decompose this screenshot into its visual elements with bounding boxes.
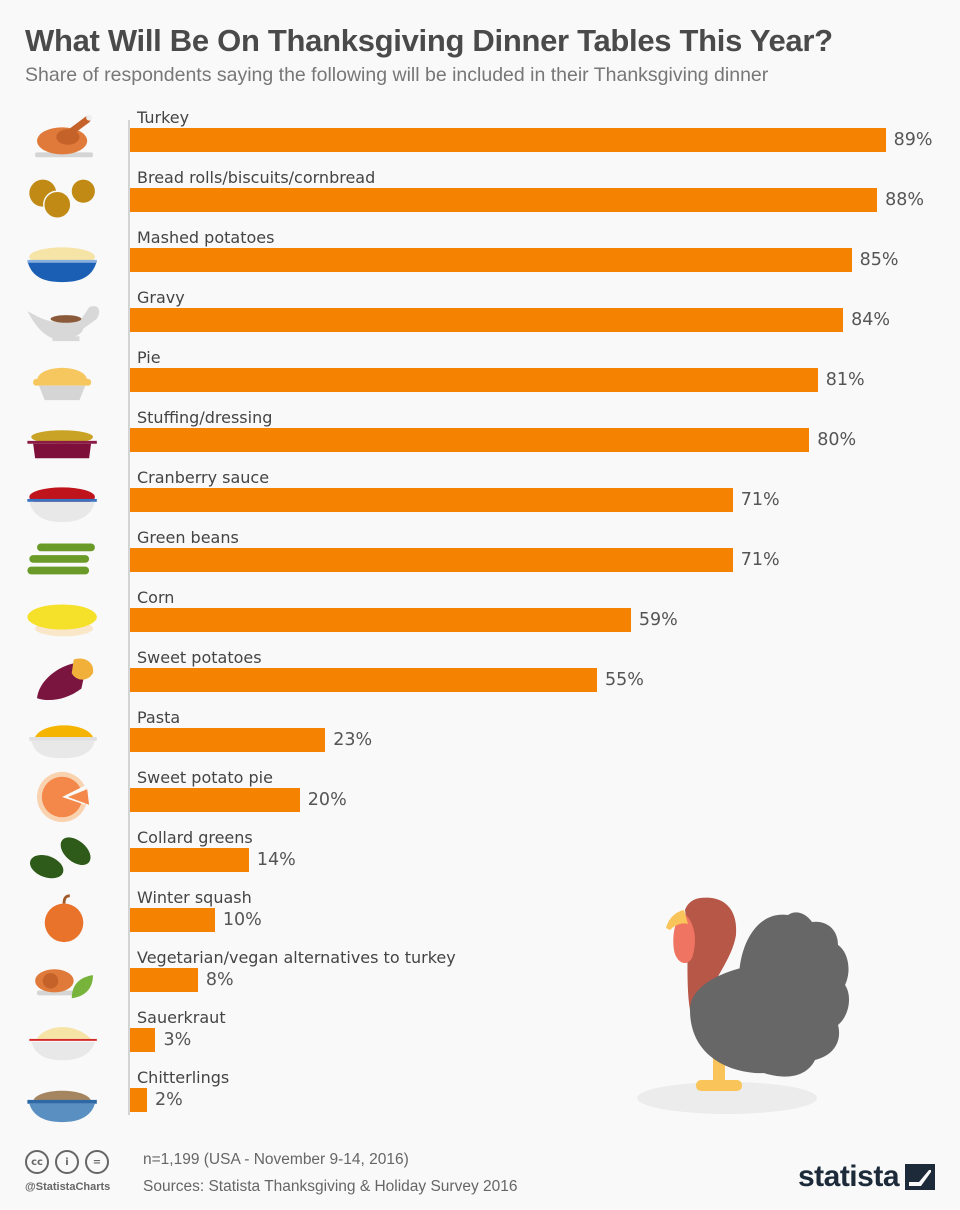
bar-row: Sweet potato pie 20% (0, 768, 960, 828)
bar-value-label: 81% (825, 370, 865, 390)
bar[interactable] (130, 608, 631, 632)
bar-row: Mashed potatoes 85% (0, 228, 960, 288)
bar-label: Sauerkraut (137, 1008, 226, 1027)
bar-row: Gravy 84% (0, 288, 960, 348)
bar-row: Collard greens 14% (0, 828, 960, 888)
bar[interactable] (130, 248, 852, 272)
cc-icon[interactable]: cc (25, 1150, 49, 1174)
bar-label: Sweet potatoes (137, 648, 262, 667)
bar-label: Cranberry sauce (137, 468, 270, 487)
stuffing-dish-icon (27, 430, 97, 459)
bar-row: Pasta 23% (0, 708, 960, 768)
bar-row: Green beans 71% (0, 528, 960, 588)
bar-row: Vegetarian/vegan alternatives to turkey 8… (0, 948, 960, 1008)
bar-value-label: 3% (163, 1030, 192, 1050)
bar[interactable] (130, 308, 844, 332)
turkey-illustration-icon (637, 897, 850, 1114)
bar-label: Pasta (137, 708, 181, 727)
bar[interactable] (130, 728, 326, 752)
bar-row: Chitterlings 2% (0, 1068, 960, 1128)
bar-value-label: 23% (333, 730, 373, 750)
bar-value-label: 2% (154, 1090, 183, 1110)
bar[interactable] (130, 788, 300, 812)
bar[interactable] (130, 368, 818, 392)
attribution-icon[interactable]: i (55, 1150, 79, 1174)
bar-row: Sweet potatoes 55% (0, 648, 960, 708)
bar-row: Winter squash 10% (0, 888, 960, 948)
bar-row: Corn 59% (0, 588, 960, 648)
y-axis-line (128, 120, 130, 1115)
collard-leaves-icon (29, 837, 91, 879)
pasta-bowl-icon (29, 725, 97, 759)
bar[interactable] (130, 848, 249, 872)
bar-row: Pie 81% (0, 348, 960, 408)
bar-row: Turkey 89% (0, 108, 960, 168)
bar-label: Corn (137, 588, 175, 607)
bar-value-label: 80% (817, 430, 857, 450)
mashed-potatoes-bowl-icon (27, 247, 97, 283)
source-note: Sources: Statista Thanksgiving & Holiday… (143, 1178, 518, 1195)
brand-name: statista (797, 1160, 900, 1193)
bar[interactable] (130, 128, 886, 152)
bar[interactable] (130, 428, 810, 452)
bar-value-label: 84% (851, 310, 891, 330)
bar[interactable] (130, 668, 597, 692)
bar-label: Stuffing/dressing (137, 408, 273, 427)
chart-subtitle: Share of respondents saying the followin… (25, 64, 769, 86)
license-icons: cc i = (25, 1150, 109, 1174)
sweet-potato-icon (37, 658, 94, 701)
bar[interactable] (130, 1088, 147, 1112)
corn-cob-icon (27, 604, 97, 637)
bar-row: Cranberry sauce 71% (0, 468, 960, 528)
bar-value-label: 14% (256, 850, 296, 870)
bar-value-label: 59% (638, 610, 678, 630)
bar-label: Collard greens (137, 828, 253, 847)
bar[interactable] (130, 188, 878, 212)
gravy-boat-icon (27, 306, 100, 342)
bar-value-label: 55% (604, 670, 644, 690)
vegan-turkey-leaf-icon (35, 969, 93, 999)
twitter-handle[interactable]: @StatistaCharts (25, 1181, 111, 1193)
bar-label: Green beans (137, 528, 239, 547)
bar-value-label: 20% (307, 790, 347, 810)
bar-value-label: 71% (740, 490, 780, 510)
bar-label: Mashed potatoes (137, 228, 275, 247)
bar-value-label: 10% (222, 910, 262, 930)
bar-row: Sauerkraut 3% (0, 1008, 960, 1068)
bar-label: Vegetarian/vegan alternatives to turkey (137, 948, 456, 967)
sweet-potato-pie-icon (37, 771, 90, 823)
bar-value-label: 88% (885, 190, 925, 210)
bread-rolls-icon (29, 179, 95, 219)
pie-icon (33, 367, 92, 401)
roast-turkey-icon (35, 114, 93, 158)
bar-label: Winter squash (137, 888, 252, 907)
bar[interactable] (130, 548, 733, 572)
bar-label: Pie (137, 348, 161, 367)
bar[interactable] (130, 1028, 156, 1052)
bar-value-label: 71% (740, 550, 780, 570)
bar-label: Turkey (137, 108, 190, 127)
bar-label: Bread rolls/biscuits/cornbread (137, 168, 376, 187)
bar-value-label: 85% (859, 250, 899, 270)
no-derivatives-icon[interactable]: = (85, 1150, 109, 1174)
bar-row: Stuffing/dressing 80% (0, 408, 960, 468)
bar-value-label: 89% (893, 130, 933, 150)
chitterlings-bowl-icon (27, 1090, 97, 1123)
bar[interactable] (130, 968, 198, 992)
bar-label: Gravy (137, 288, 185, 307)
green-beans-icon (27, 543, 95, 575)
chart-title: What Will Be On Thanksgiving Dinner Tabl… (25, 23, 833, 58)
bar-row: Bread rolls/biscuits/cornbread 88% (0, 168, 960, 228)
statista-logo-icon (905, 1164, 935, 1190)
bar-value-label: 8% (205, 970, 234, 990)
cranberry-bowl-icon (27, 487, 97, 523)
sauerkraut-bowl-icon (29, 1027, 97, 1061)
pumpkin-icon (44, 894, 84, 943)
statista-logo[interactable]: statista (798, 1160, 935, 1194)
bar[interactable] (130, 908, 215, 932)
bar-label: Chitterlings (137, 1068, 230, 1087)
bar-label: Sweet potato pie (137, 768, 273, 787)
bar[interactable] (130, 488, 733, 512)
sample-note: n=1,199 (USA - November 9-14, 2016) (143, 1151, 409, 1168)
